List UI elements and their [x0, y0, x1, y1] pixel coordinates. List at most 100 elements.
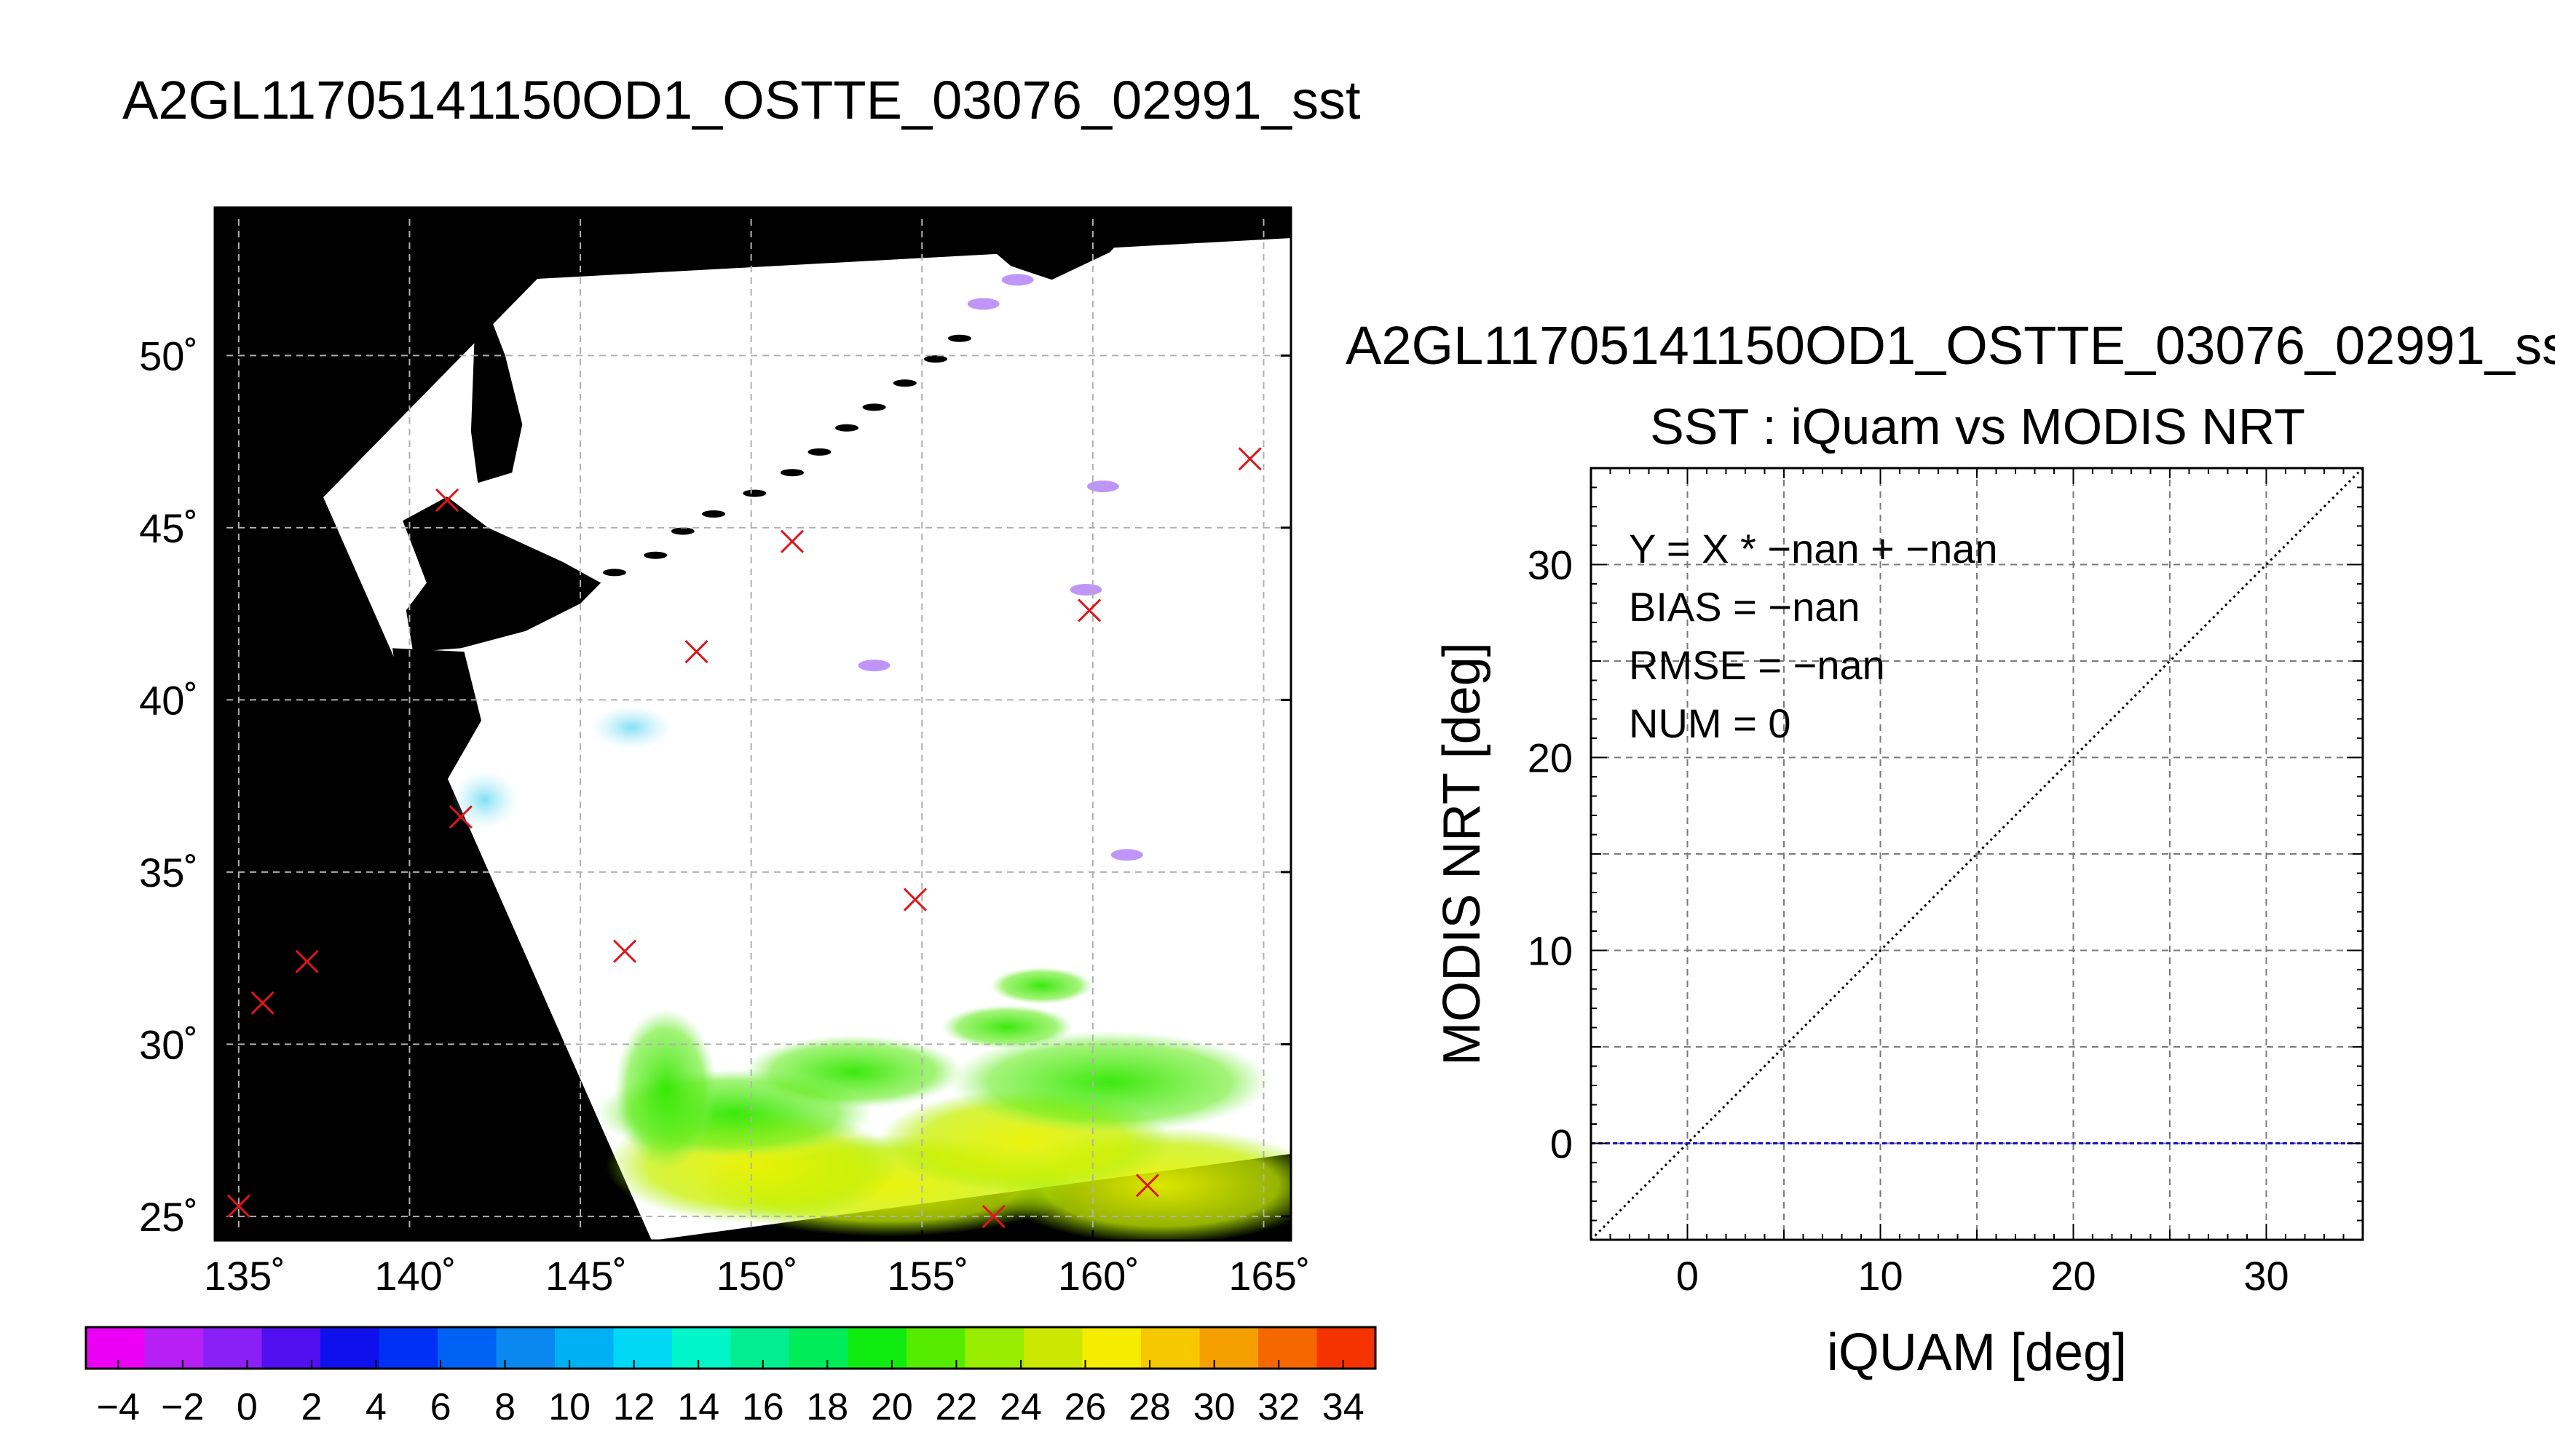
scatter-ytick-label: 30 [1528, 542, 1573, 588]
map-ticks: 135˚ 140˚ 145˚ 150˚ 155˚ 160˚ 165˚ 25˚ 30˚ 35˚ 40˚… [139, 207, 1311, 1299]
map-xtick-label: 165˚ [1228, 1253, 1310, 1299]
colorbar-tick-label: 28 [1129, 1386, 1171, 1428]
y-axis-label: MODIS NRT [deg] [1433, 642, 1491, 1066]
land-polygon [419, 269, 523, 483]
scatter-xtick-label: 30 [2243, 1253, 2289, 1299]
match-marker [1135, 1174, 1159, 1198]
match-marker [435, 488, 459, 513]
sst-pixel [967, 298, 1000, 310]
page-title: A2GL11705141150OD1_OSTTE_03076_02991_sst [122, 70, 1361, 130]
match-marker [684, 640, 708, 664]
island [671, 527, 695, 535]
colorbar-cell [1258, 1327, 1318, 1369]
stat-annotation: BIAS = −nan [1629, 584, 1860, 630]
colorbar-cell [203, 1327, 263, 1369]
colorbar-cell [789, 1327, 849, 1369]
scatter-xtick-label: 10 [1857, 1253, 1903, 1299]
map-panel: 135˚ 140˚ 145˚ 150˚ 155˚ 160˚ 165˚ 25˚ 30˚ 35˚ 40˚… [139, 206, 1311, 1299]
island [924, 355, 948, 363]
map-xtick-label: 155˚ [887, 1253, 968, 1299]
colorbar-tick-label: 16 [742, 1386, 784, 1428]
sst-pixel [1110, 849, 1143, 861]
scatter-ticks: 0 10 20 30 0 10 20 30 [1528, 467, 2364, 1299]
sst-patch [591, 705, 672, 750]
colorbar-tick-label: −4 [97, 1386, 140, 1428]
map-ytick-label: 40˚ [139, 677, 198, 723]
sst-pixel [1086, 480, 1119, 493]
colorbar-cell [613, 1327, 673, 1369]
match-marker [612, 939, 637, 963]
map-xtick-label: 150˚ [716, 1253, 798, 1299]
colorbar-cell [555, 1327, 615, 1369]
sst-patch [949, 1031, 1271, 1133]
one-to-one-line [1591, 468, 2363, 1240]
sst-pixel [1001, 274, 1034, 286]
map-xtick-label: 160˚ [1058, 1253, 1140, 1299]
colorbar-cell [965, 1327, 1024, 1369]
scatter-figure-title: A2GL11705141150OD1_OSTTE_03076_02991_sst [1346, 315, 2555, 376]
sst-patch [941, 1005, 1073, 1049]
match-marker [449, 805, 473, 829]
match-marker [1238, 447, 1262, 471]
match-marker [226, 1194, 250, 1218]
colorbar-cell [1199, 1327, 1259, 1369]
x-axis-label: iQUAM [deg] [1827, 1324, 2127, 1382]
scatter-ytick-label: 20 [1528, 735, 1573, 781]
colorbar-cell [1141, 1327, 1201, 1369]
sst-pixel [1070, 584, 1102, 596]
colorbar-tick-label: 22 [936, 1386, 978, 1428]
map-ytick-label: 25˚ [139, 1194, 198, 1240]
island [602, 569, 626, 577]
stat-annotation: NUM = 0 [1629, 700, 1791, 746]
sst-patch [744, 1035, 963, 1109]
match-marker [250, 991, 275, 1015]
map-frame [213, 206, 1292, 1242]
match-markers [226, 447, 1262, 1228]
colorbar-tick-label: 4 [366, 1386, 387, 1428]
sst-patch [990, 967, 1093, 1004]
map-ytick-label: 50˚ [139, 333, 198, 379]
match-marker [1078, 598, 1102, 622]
scatter-title: SST : iQuam vs MODIS NRT [1650, 398, 2305, 455]
colorbar-cell [496, 1327, 556, 1369]
land-polygon [403, 496, 601, 652]
colorbar-tick-label: 26 [1065, 1386, 1107, 1428]
sst-patch [451, 770, 518, 829]
colorbar-cell [1024, 1327, 1083, 1369]
map-gridlines [215, 207, 1291, 1241]
island [807, 448, 832, 456]
island [743, 489, 767, 497]
scatter-annotations: Y = X * −nan + −nan BIAS = −nan RMSE = −na… [1629, 526, 1998, 746]
island [835, 424, 859, 432]
sst-pixel [858, 660, 891, 672]
land-mask [238, 207, 1151, 924]
scatter-xtick-label: 0 [1676, 1253, 1699, 1299]
land-polygon [942, 207, 1151, 280]
match-marker [982, 1204, 1006, 1228]
colorbar-tick-label: 12 [613, 1386, 655, 1428]
scatter-xtick-label: 20 [2050, 1253, 2096, 1299]
colorbar-cell [379, 1327, 438, 1369]
colorbar-tick-label: 8 [494, 1386, 516, 1428]
map-ytick-label: 30˚ [139, 1021, 198, 1067]
colorbar-tick-label: 24 [1000, 1386, 1042, 1428]
stat-annotation: RMSE = −nan [1629, 642, 1885, 688]
colorbar-tick-label: 10 [548, 1386, 591, 1428]
scatter-gridlines [1591, 468, 2363, 1240]
colorbar: −4 −2 0 2 4 6 8 10 12 14 16 18 20 22 24 26 28 30 32 34 [84, 1326, 1377, 1428]
match-marker [903, 887, 927, 911]
map-ytick-label: 35˚ [139, 850, 198, 895]
colorbar-cell [438, 1327, 497, 1369]
colorbar-cell [86, 1327, 146, 1369]
map-xtick-label: 145˚ [545, 1253, 627, 1299]
stat-annotation: Y = X * −nan + −nan [1629, 526, 1998, 571]
island [780, 469, 804, 477]
island [947, 334, 971, 342]
colorbar-cell [672, 1327, 732, 1369]
island [893, 379, 917, 387]
colorbar-cell [144, 1327, 204, 1369]
colorbar-tick-label: 2 [301, 1386, 322, 1428]
island [702, 510, 726, 518]
sst-patch [615, 1008, 717, 1169]
island [644, 551, 668, 559]
